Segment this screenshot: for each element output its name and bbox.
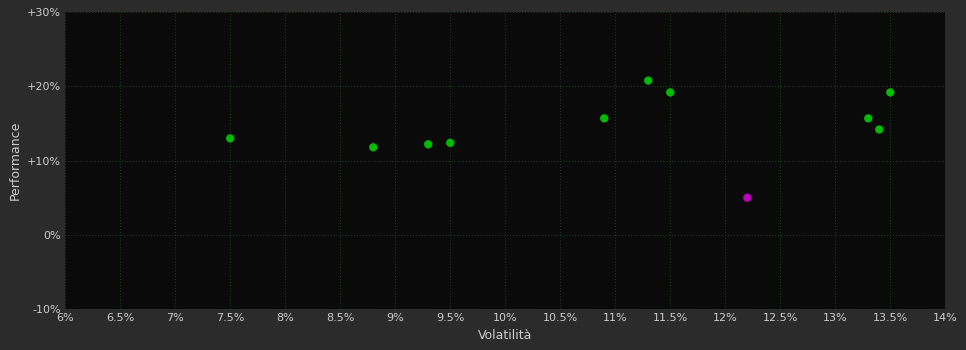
Point xyxy=(740,195,755,201)
X-axis label: Volatilità: Volatilità xyxy=(478,329,532,342)
Point xyxy=(883,90,898,95)
Point xyxy=(871,127,887,132)
Y-axis label: Performance: Performance xyxy=(9,121,21,200)
Point xyxy=(442,140,458,146)
Point xyxy=(640,78,656,83)
Point xyxy=(420,141,436,147)
Point xyxy=(365,145,381,150)
Point xyxy=(663,90,678,95)
Point xyxy=(597,116,612,121)
Point xyxy=(222,135,238,141)
Point xyxy=(861,116,876,121)
